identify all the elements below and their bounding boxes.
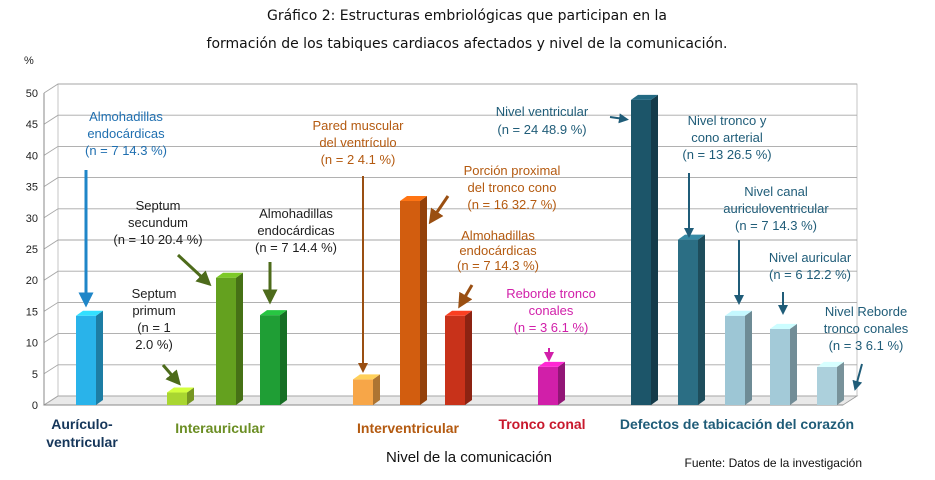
annotation-text: secundum (128, 215, 188, 230)
bar (770, 323, 797, 405)
gridline (43, 364, 857, 375)
bar (678, 234, 705, 405)
annotation-text: conales (529, 303, 574, 318)
gridline (43, 114, 857, 125)
annotation-text: (n = 6 12.2 %) (769, 267, 851, 282)
bar (400, 195, 427, 405)
annotation-text: 2.0 %) (135, 337, 173, 352)
gridline (43, 239, 857, 250)
annotation-text: (n = 2 4.1 %) (321, 152, 396, 167)
y-tick-label: 30 (26, 213, 38, 225)
chart-title-line-2: formación de los tabiques cardiacos afec… (207, 36, 728, 52)
annotation-arrow (609, 113, 629, 124)
gridline (43, 208, 857, 219)
gridline (43, 270, 857, 281)
y-tick-label: 40 (26, 150, 38, 162)
category-label: ventricular (46, 434, 118, 450)
bar (817, 361, 844, 405)
annotation-text: auriculoventricular (723, 201, 829, 216)
annotation-text: (n = 10 20.4 %) (113, 232, 202, 247)
annotation-text: Nivel auricular (769, 250, 852, 265)
source-note: Fuente: Datos de la investigación (685, 456, 862, 470)
bar (631, 94, 658, 405)
annotation-text: Porción proximal (464, 163, 561, 178)
annotation-arrow (161, 364, 181, 386)
y-tick-label: 25 (26, 244, 38, 256)
y-tick-label: 50 (26, 88, 38, 100)
category-label: Interauricular (175, 420, 265, 436)
bar (216, 272, 243, 405)
annotation-text: Nivel canal (744, 184, 808, 199)
gridline (43, 83, 857, 94)
annotation-text: (n = 24 48.9 %) (497, 122, 586, 137)
annotation-text: del ventrículo (319, 135, 396, 150)
annotation-text: Nivel ventricular (496, 104, 589, 119)
annotation-text: primum (132, 303, 175, 318)
bar (725, 310, 752, 405)
category-label: Tronco conal (498, 416, 585, 432)
annotation-arrow (428, 195, 450, 225)
chart-title-line-1: Gráfico 2: Estructuras embriológicas que… (267, 8, 667, 24)
category-label: Interventricular (357, 420, 459, 436)
annotation-text: (n = 7 14.3 %) (457, 258, 539, 273)
annotation-text: del tronco cono (468, 180, 557, 195)
gridline (43, 301, 857, 312)
annotation-text: tronco conales (824, 321, 909, 336)
gridline (43, 395, 857, 406)
bar (260, 310, 287, 405)
annotation-text: Septum (136, 198, 181, 213)
category-label: Defectos de tabicación del corazón (620, 416, 854, 432)
bar (445, 310, 472, 405)
annotation-text: Nivel Reborde (825, 304, 907, 319)
bar (538, 361, 565, 405)
annotation-text: Nivel tronco y (688, 113, 767, 128)
annotation-text: endocárdicas (87, 126, 165, 141)
annotation-text: Almohadillas (259, 206, 333, 221)
y-tick-label: 5 (32, 369, 38, 381)
annotation-arrow (176, 253, 212, 287)
annotation-text: (n = 3 6.1 %) (829, 338, 904, 353)
bar (167, 387, 194, 405)
annotation-text: Almohadillas (89, 109, 163, 124)
annotation-text: (n = 7 14.3 %) (85, 143, 167, 158)
y-tick-label: 35 (26, 182, 38, 194)
y-tick-label: 0 (32, 400, 38, 412)
annotation-arrow (458, 284, 474, 309)
annotation-text: Pared muscular (312, 118, 404, 133)
annotation-text: (n = 13 26.5 %) (682, 147, 771, 162)
annotation-text: (n = 3 6.1 %) (514, 320, 589, 335)
annotation-text: endocárdicas (459, 243, 537, 258)
annotation-text: Almohadillas (461, 228, 535, 243)
annotation-text: (n = 1 (137, 320, 171, 335)
bar (353, 374, 380, 405)
annotation-text: Reborde tronco (506, 286, 596, 301)
gridline (43, 145, 857, 156)
annotation-text: (n = 7 14.4 %) (255, 240, 337, 255)
annotation-text: (n = 7 14.3 %) (735, 218, 817, 233)
y-axis-label: % (24, 55, 34, 67)
x-axis-label: Nivel de la comunicación (386, 449, 552, 466)
annotation-text: (n = 16 32.7 %) (467, 197, 556, 212)
y-tick-label: 20 (26, 275, 38, 287)
annotation-text: cono arterial (691, 130, 763, 145)
category-label: Aurículo- (51, 416, 113, 432)
gridline (43, 333, 857, 343)
bar (76, 310, 103, 405)
annotation-arrow (852, 363, 863, 391)
y-tick-label: 15 (26, 306, 38, 318)
annotation-text: Septum (132, 286, 177, 301)
y-tick-label: 10 (26, 338, 38, 350)
annotation-text: endocárdicas (257, 223, 335, 238)
y-tick-label: 45 (26, 119, 38, 131)
gridline (43, 177, 857, 187)
